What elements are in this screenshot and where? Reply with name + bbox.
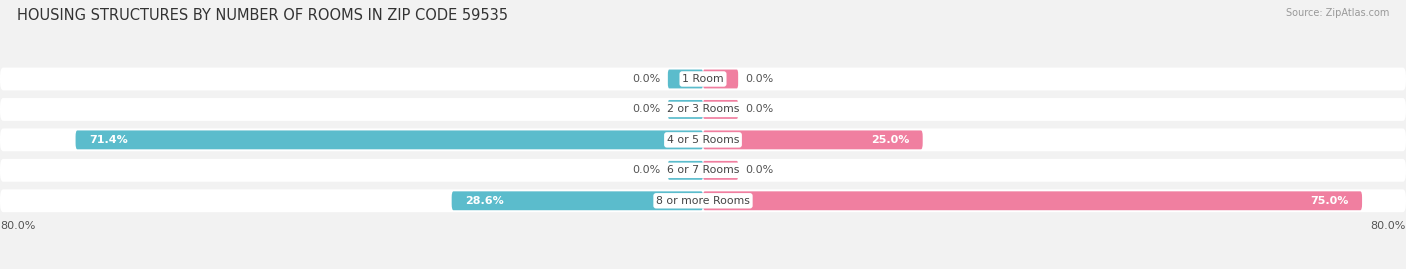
- Text: HOUSING STRUCTURES BY NUMBER OF ROOMS IN ZIP CODE 59535: HOUSING STRUCTURES BY NUMBER OF ROOMS IN…: [17, 8, 508, 23]
- FancyBboxPatch shape: [0, 98, 1406, 121]
- Text: 75.0%: 75.0%: [1310, 196, 1348, 206]
- FancyBboxPatch shape: [0, 68, 1406, 90]
- Text: 0.0%: 0.0%: [745, 74, 773, 84]
- FancyBboxPatch shape: [668, 161, 703, 180]
- Text: 0.0%: 0.0%: [745, 104, 773, 114]
- FancyBboxPatch shape: [703, 100, 738, 119]
- FancyBboxPatch shape: [76, 130, 703, 149]
- Text: 2 or 3 Rooms: 2 or 3 Rooms: [666, 104, 740, 114]
- Text: 28.6%: 28.6%: [465, 196, 503, 206]
- Text: 0.0%: 0.0%: [745, 165, 773, 175]
- FancyBboxPatch shape: [703, 130, 922, 149]
- Text: 8 or more Rooms: 8 or more Rooms: [657, 196, 749, 206]
- Text: 6 or 7 Rooms: 6 or 7 Rooms: [666, 165, 740, 175]
- Text: 0.0%: 0.0%: [633, 104, 661, 114]
- Text: 71.4%: 71.4%: [89, 135, 128, 145]
- Text: 4 or 5 Rooms: 4 or 5 Rooms: [666, 135, 740, 145]
- Text: 0.0%: 0.0%: [633, 165, 661, 175]
- Text: Source: ZipAtlas.com: Source: ZipAtlas.com: [1285, 8, 1389, 18]
- Text: 25.0%: 25.0%: [872, 135, 910, 145]
- FancyBboxPatch shape: [668, 100, 703, 119]
- FancyBboxPatch shape: [703, 191, 1362, 210]
- FancyBboxPatch shape: [703, 69, 738, 89]
- FancyBboxPatch shape: [668, 69, 703, 89]
- Text: 80.0%: 80.0%: [0, 221, 35, 231]
- FancyBboxPatch shape: [703, 161, 738, 180]
- FancyBboxPatch shape: [0, 159, 1406, 182]
- Text: 0.0%: 0.0%: [633, 74, 661, 84]
- FancyBboxPatch shape: [451, 191, 703, 210]
- Text: 1 Room: 1 Room: [682, 74, 724, 84]
- FancyBboxPatch shape: [0, 189, 1406, 212]
- Text: 80.0%: 80.0%: [1371, 221, 1406, 231]
- FancyBboxPatch shape: [0, 129, 1406, 151]
